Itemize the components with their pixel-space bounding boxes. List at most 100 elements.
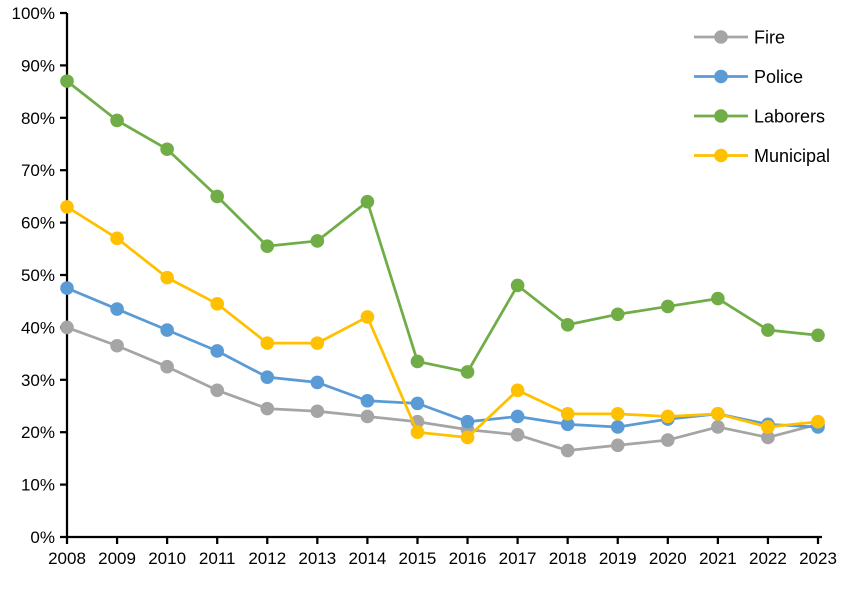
data-point-municipal-2013 (310, 336, 325, 350)
data-point-municipal-2017 (510, 383, 525, 398)
series-line-fire (65, 326, 820, 452)
series-laborers (60, 74, 825, 379)
data-point-municipal-2023 (811, 414, 825, 429)
series-line-police (65, 286, 820, 429)
data-point-laborers-2021 (711, 291, 725, 306)
data-point-laborers-2019 (610, 307, 625, 322)
data-point-municipal-2021 (711, 407, 725, 421)
legend: Fire Police Laborers Municipal (694, 28, 830, 166)
y-tick-label: 90% (21, 56, 55, 75)
data-point-fire-2009 (110, 338, 124, 353)
data-point-municipal-2022 (761, 420, 775, 434)
x-tick-label: 2023 (799, 549, 837, 568)
axes: 0% 10% 20% 30% 40% 50% 60% 70% 80% 90% 100% 2008 200… (12, 4, 837, 568)
legend-item-laborers: Laborers (694, 107, 825, 127)
legend-label: Fire (754, 28, 785, 48)
data-point-municipal-2009 (110, 231, 124, 246)
x-tick-label: 2022 (749, 549, 787, 568)
data-point-municipal-2010 (160, 270, 174, 285)
data-point-fire-2013 (310, 404, 325, 419)
data-point-fire-2020 (661, 433, 675, 447)
data-point-laborers-2008 (60, 74, 74, 88)
legend-marker-icon (714, 69, 728, 84)
x-tick-label: 2010 (148, 549, 186, 568)
data-point-municipal-2008 (60, 200, 74, 214)
x-tick-label: 2020 (649, 549, 687, 568)
legend-marker-icon (714, 30, 728, 44)
legend-marker-icon (714, 148, 728, 163)
data-point-laborers-2013 (310, 234, 325, 248)
data-point-police-2015 (410, 396, 425, 411)
data-point-laborers-2016 (460, 365, 475, 379)
data-point-municipal-2015 (410, 425, 425, 440)
series-line-municipal (65, 205, 820, 439)
data-point-fire-2019 (610, 438, 625, 453)
series-fire (60, 320, 825, 458)
y-tick-label: 0% (30, 528, 55, 547)
x-tick-label: 2015 (399, 549, 437, 568)
legend-label: Police (754, 67, 803, 87)
data-point-laborers-2022 (761, 323, 775, 337)
data-point-laborers-2023 (811, 328, 825, 343)
y-tick-label: 20% (21, 423, 55, 442)
data-point-laborers-2011 (210, 189, 224, 204)
data-point-municipal-2016 (460, 430, 475, 445)
data-point-fire-2008 (60, 320, 74, 335)
x-tick-label: 2012 (248, 549, 286, 568)
series-line-laborers (65, 79, 820, 374)
series-police (60, 281, 825, 434)
data-point-fire-2010 (160, 359, 174, 374)
data-point-police-2017 (510, 409, 525, 424)
legend-item-fire: Fire (694, 28, 785, 48)
x-tick-label: 2011 (199, 549, 236, 568)
series-municipal (60, 200, 825, 445)
x-tick-label: 2017 (499, 549, 537, 568)
x-tick-label: 2016 (449, 549, 487, 568)
x-tick-label: 2014 (348, 549, 386, 568)
data-point-municipal-2011 (210, 297, 224, 311)
data-point-police-2014 (360, 393, 375, 408)
data-point-fire-2014 (360, 409, 375, 424)
y-tick-label: 30% (21, 371, 55, 390)
data-point-police-2018 (560, 417, 575, 432)
data-point-fire-2012 (260, 401, 275, 416)
data-point-police-2009 (110, 302, 124, 316)
data-point-laborers-2010 (160, 142, 174, 157)
data-point-fire-2011 (210, 383, 224, 398)
y-tick-label: 100% (12, 4, 55, 23)
data-point-municipal-2019 (610, 407, 625, 421)
data-point-municipal-2020 (661, 409, 675, 424)
data-point-laborers-2017 (510, 278, 525, 293)
data-point-municipal-2012 (260, 336, 275, 350)
data-point-fire-2022 (761, 430, 775, 445)
data-point-police-2011 (210, 344, 224, 358)
data-point-laborers-2014 (360, 194, 375, 209)
data-point-laborers-2012 (260, 239, 275, 253)
data-point-police-2013 (310, 375, 325, 390)
y-tick-label: 80% (21, 109, 55, 128)
data-point-police-2012 (260, 370, 275, 384)
x-tick-label: 2009 (98, 549, 136, 568)
x-tick-label: 2021 (699, 549, 737, 568)
legend-label: Laborers (754, 107, 825, 127)
y-tick-label: 60% (21, 214, 55, 233)
y-tick-label: 10% (21, 476, 55, 495)
data-point-police-2016 (460, 414, 475, 429)
legend-label: Municipal (754, 146, 830, 166)
y-tick-label: 40% (21, 318, 55, 337)
data-point-police-2008 (60, 281, 74, 295)
data-point-fire-2018 (560, 443, 575, 458)
x-tick-label: 2018 (549, 549, 587, 568)
y-tick-label: 50% (21, 266, 55, 285)
x-tick-label: 2013 (298, 549, 336, 568)
data-point-police-2010 (160, 323, 174, 337)
y-tick-label: 70% (21, 161, 55, 180)
data-point-laborers-2018 (560, 317, 575, 332)
legend-item-police: Police (694, 67, 803, 87)
legend-item-municipal: Municipal (694, 146, 830, 166)
x-tick-label: 2008 (48, 549, 86, 568)
x-tick-label: 2019 (599, 549, 637, 568)
legend-marker-icon (714, 109, 728, 123)
